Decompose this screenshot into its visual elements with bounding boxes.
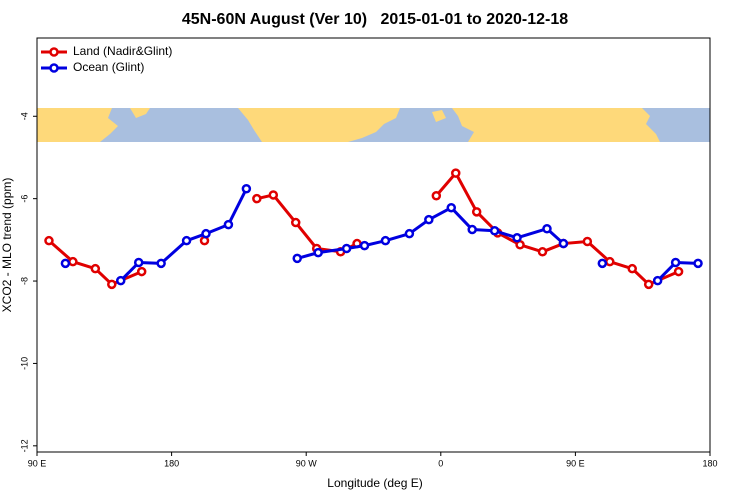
data-point bbox=[241, 184, 252, 194]
data-point bbox=[451, 168, 461, 178]
data-point bbox=[181, 235, 192, 246]
map-band bbox=[37, 108, 710, 142]
x-axis-label: Longitude (deg E) bbox=[327, 476, 422, 490]
data-point bbox=[268, 190, 279, 200]
data-point bbox=[107, 279, 117, 290]
data-point bbox=[313, 247, 323, 258]
plot-frame bbox=[36, 37, 711, 453]
y-tick-label: -4 bbox=[19, 112, 29, 120]
data-point bbox=[380, 235, 391, 246]
data-point bbox=[670, 257, 681, 268]
data-point bbox=[60, 258, 71, 269]
data-point bbox=[605, 256, 615, 267]
x-tick-label: 180 bbox=[702, 458, 717, 468]
data-point bbox=[467, 224, 477, 235]
y-tick-label: -6 bbox=[19, 195, 29, 203]
legend-marker bbox=[49, 63, 59, 73]
data-point bbox=[512, 233, 522, 243]
y-axis-label: XCO2 - MLO trend (ppm) bbox=[0, 178, 14, 313]
data-point bbox=[68, 256, 78, 267]
x-tick-label: 90 W bbox=[296, 458, 318, 468]
data-point bbox=[223, 219, 234, 230]
y-tick-label: -10 bbox=[19, 357, 29, 370]
data-point bbox=[431, 191, 442, 201]
data-point bbox=[424, 214, 434, 225]
y-tick-label: -8 bbox=[19, 277, 29, 285]
data-point bbox=[359, 240, 370, 251]
data-point bbox=[252, 193, 262, 204]
legend-label: Land (Nadir&Glint) bbox=[73, 44, 172, 58]
data-point bbox=[673, 266, 684, 277]
legend-marker bbox=[49, 47, 59, 57]
data-point bbox=[116, 275, 126, 286]
x-tick-label: 90 E bbox=[566, 458, 585, 468]
data-point bbox=[156, 258, 166, 269]
data-point bbox=[489, 226, 500, 236]
data-point bbox=[341, 243, 352, 254]
data-point bbox=[471, 207, 482, 217]
data-point bbox=[542, 223, 552, 234]
x-tick-label: 0 bbox=[438, 458, 443, 468]
data-point bbox=[537, 247, 548, 257]
chart-title: 45N-60N August (Ver 10) 2015-01-01 to 20… bbox=[182, 11, 568, 28]
data-point bbox=[290, 217, 301, 228]
x-tick-label: 180 bbox=[164, 458, 179, 468]
data-point bbox=[292, 253, 302, 264]
data-point bbox=[597, 258, 608, 269]
y-tick-label: -12 bbox=[19, 439, 29, 452]
data-point bbox=[582, 236, 593, 247]
x-tick-label: 90 E bbox=[28, 458, 47, 468]
data-point bbox=[693, 258, 703, 269]
data-point bbox=[136, 266, 147, 277]
data-point bbox=[558, 238, 569, 249]
data-point bbox=[133, 257, 144, 268]
data-point bbox=[201, 228, 211, 239]
data-point bbox=[90, 263, 101, 274]
data-point bbox=[404, 228, 415, 239]
data-point bbox=[643, 279, 654, 290]
data-point bbox=[627, 263, 637, 274]
data-point bbox=[44, 235, 54, 246]
data-point bbox=[652, 275, 663, 286]
data-point bbox=[446, 202, 457, 213]
legend-label: Ocean (Glint) bbox=[73, 60, 144, 74]
